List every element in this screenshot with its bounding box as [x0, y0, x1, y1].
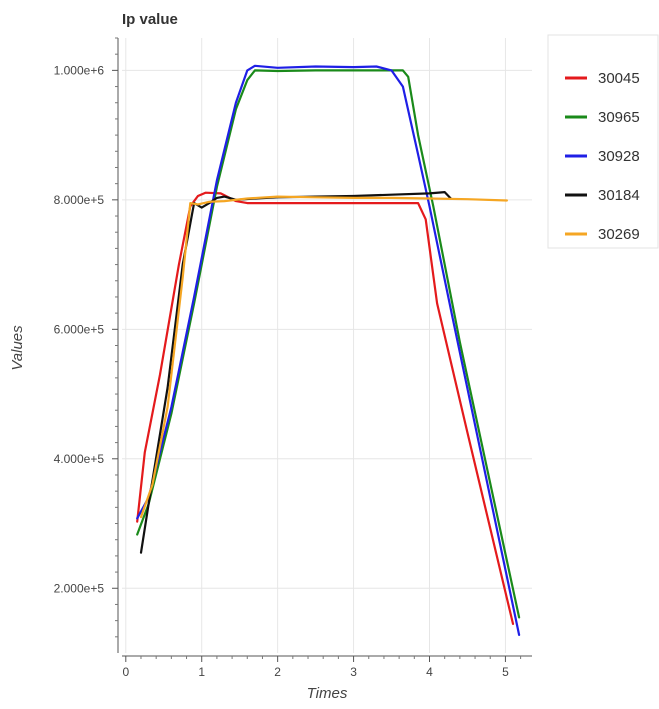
x-tick-label: 1 [198, 665, 205, 679]
x-tick-label: 5 [502, 665, 509, 679]
legend-box [547, 34, 659, 249]
y-axis-label: Values [9, 325, 26, 371]
y-tick-label: 8.000e+5 [54, 193, 105, 207]
series-lines [136, 64, 521, 636]
y-tick-label: 1.000e+6 [54, 63, 105, 77]
legend-label: 30269 [598, 226, 640, 243]
legend-label: 30928 [598, 148, 640, 165]
y-ticks: 2.000e+5 4.000e+5 6.000e+5 8.000e+5 1.000e+6 [54, 37, 118, 638]
legend-label: 30045 [598, 70, 640, 87]
x-tick-label: 4 [426, 665, 433, 679]
x-tick-label: 2 [274, 665, 281, 679]
x-ticks: 0 1 2 3 4 5 [122, 656, 522, 679]
series-line-30045 [136, 191, 515, 625]
y-tick-label: 6.000e+5 [54, 322, 105, 336]
y-tick-label: 4.000e+5 [54, 452, 105, 466]
series-line-30965 [136, 69, 521, 619]
x-tick-label: 3 [350, 665, 357, 679]
series-line-30184 [139, 191, 452, 554]
series-line-30928 [136, 64, 521, 636]
legend: 30045 30965 30928 30184 30269 [547, 34, 659, 249]
legend-label: 30965 [598, 109, 640, 126]
y-tick-label: 2.000e+5 [54, 581, 105, 595]
chart-title: Ip value [122, 11, 178, 28]
legend-label: 30184 [598, 187, 640, 204]
x-axis-label: Times [307, 685, 348, 702]
x-tick-label: 0 [122, 665, 129, 679]
axes [117, 38, 532, 657]
series-line-30269 [139, 195, 508, 519]
